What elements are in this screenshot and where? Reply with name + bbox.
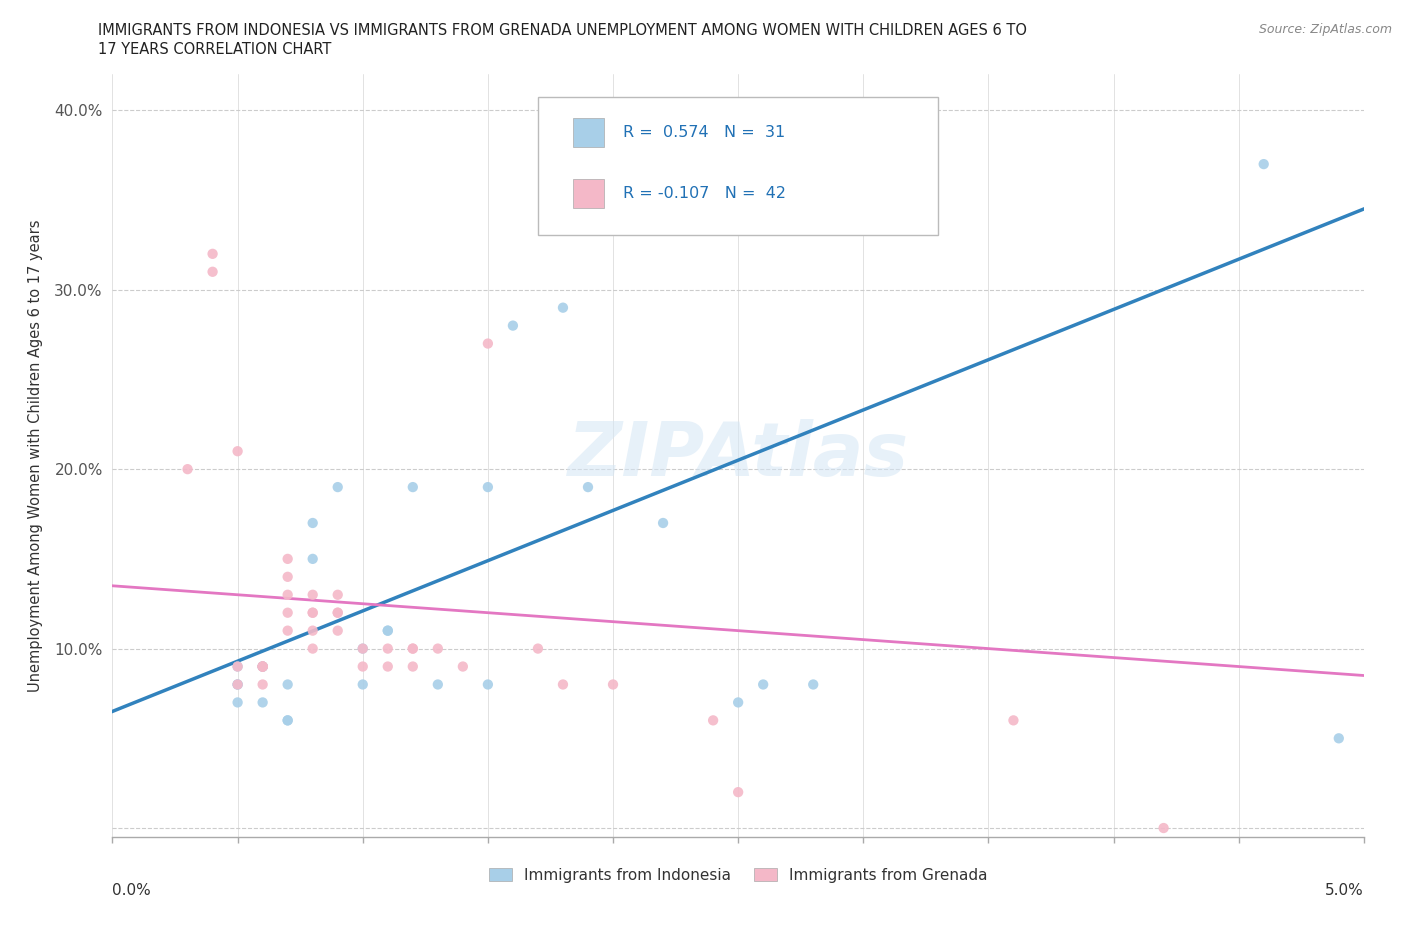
Point (301, 588, 323, 603)
Point (551, 300, 574, 315)
Text: 0.0%: 0.0% (112, 883, 152, 897)
Point (301, 605, 323, 620)
Point (1002, 713, 1025, 728)
Bar (574, 179, 605, 207)
Point (301, 641, 323, 656)
Point (301, 515, 323, 530)
Point (301, 605, 323, 620)
Point (551, 677, 574, 692)
Y-axis label: Unemployment Among Women with Children Ages 6 to 17 years: Unemployment Among Women with Children A… (28, 219, 44, 692)
Point (352, 641, 374, 656)
Text: R =  0.574   N =  31: R = 0.574 N = 31 (623, 125, 786, 140)
Point (226, 659, 249, 674)
Point (652, 515, 675, 530)
Point (402, 641, 425, 656)
Point (801, 677, 824, 692)
Point (352, 659, 374, 674)
Bar (574, 118, 605, 147)
Point (301, 551, 323, 566)
Point (1327, 731, 1350, 746)
Point (352, 641, 374, 656)
Point (252, 695, 274, 710)
Point (277, 569, 299, 584)
Point (252, 659, 274, 674)
Point (226, 659, 249, 674)
Text: Source: ZipAtlas.com: Source: ZipAtlas.com (1258, 23, 1392, 36)
Point (277, 677, 299, 692)
Point (377, 623, 399, 638)
Point (326, 605, 349, 620)
Point (226, 444, 249, 458)
Point (176, 461, 198, 476)
Text: R = -0.107   N =  42: R = -0.107 N = 42 (623, 186, 786, 201)
Point (377, 659, 399, 674)
Point (277, 588, 299, 603)
Point (252, 659, 274, 674)
Point (451, 659, 474, 674)
Point (277, 623, 299, 638)
Point (402, 480, 425, 495)
FancyBboxPatch shape (538, 98, 938, 234)
Point (326, 605, 349, 620)
Point (252, 659, 274, 674)
Text: 17 YEARS CORRELATION CHART: 17 YEARS CORRELATION CHART (98, 42, 332, 57)
Point (226, 695, 249, 710)
Point (477, 336, 499, 351)
Point (727, 695, 749, 710)
Legend: Immigrants from Indonesia, Immigrants from Grenada: Immigrants from Indonesia, Immigrants fr… (481, 860, 995, 890)
Point (252, 659, 274, 674)
Point (252, 659, 274, 674)
Point (477, 480, 499, 495)
Point (426, 677, 449, 692)
Point (301, 623, 323, 638)
Point (326, 588, 349, 603)
Point (201, 246, 224, 261)
Point (252, 659, 274, 674)
Point (402, 641, 425, 656)
Point (426, 641, 449, 656)
Point (201, 264, 224, 279)
Point (226, 677, 249, 692)
Point (576, 480, 599, 495)
Point (402, 659, 425, 674)
Point (352, 677, 374, 692)
Point (702, 713, 724, 728)
Point (326, 623, 349, 638)
Text: IMMIGRANTS FROM INDONESIA VS IMMIGRANTS FROM GRENADA UNEMPLOYMENT AMONG WOMEN WI: IMMIGRANTS FROM INDONESIA VS IMMIGRANTS … (98, 23, 1028, 38)
Point (226, 677, 249, 692)
Point (602, 677, 624, 692)
Point (752, 677, 775, 692)
Point (1253, 156, 1275, 171)
Text: ZIPAtlas: ZIPAtlas (568, 419, 908, 492)
Point (277, 605, 299, 620)
Point (477, 677, 499, 692)
Point (277, 713, 299, 728)
Point (502, 318, 524, 333)
Point (527, 641, 550, 656)
Point (252, 659, 274, 674)
Point (226, 677, 249, 692)
Point (326, 480, 349, 495)
Point (1153, 820, 1175, 835)
Point (377, 623, 399, 638)
Text: 5.0%: 5.0% (1324, 883, 1364, 897)
Point (377, 641, 399, 656)
Point (727, 785, 749, 800)
Point (277, 551, 299, 566)
Point (277, 713, 299, 728)
Point (252, 677, 274, 692)
